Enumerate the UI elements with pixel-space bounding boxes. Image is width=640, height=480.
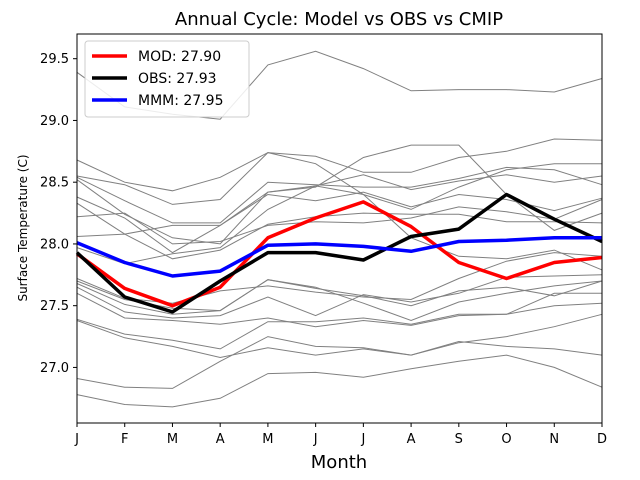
plot-frame [76,33,603,424]
legend-label-obs: OBS: 27.93 [138,71,217,87]
x-tick-label-8: A [407,432,416,447]
x-axis-label: Month [311,452,367,473]
x-tick-label-11: N [549,432,559,447]
cmip-member-line-3 [76,152,602,210]
cmip-member-line-18 [76,336,603,389]
cmip-member-line-8 [76,199,603,245]
y-tick-label-3: 28.0 [40,237,69,252]
x-tick-label-6: J [313,432,318,447]
y-axis-label: Surface Temperature (C) [16,154,30,301]
x-tick-label-7: J [360,432,365,447]
x-tick-label-4: A [216,432,225,447]
x-tick-label-2: F [121,432,128,447]
cmip-member-line-2 [76,138,603,192]
series-line-mmm [76,236,602,278]
cmip-member-line-17 [76,313,603,359]
y-tick-label-4: 28.5 [40,176,69,191]
x-tick-label-5: M [262,432,273,447]
y-tick-label-6: 29.5 [40,52,69,67]
y-tick-label-5: 29.0 [40,114,69,129]
cmip-member-line-13 [76,279,603,315]
x-tick-label-10: O [501,432,511,447]
y-axis-ticks: 27.0 27.5 28.0 28.5 29.0 29.5 [40,52,77,376]
chart-title: Annual Cycle: Model vs OBS vs CMIP [175,9,503,30]
legend-label-mmm: MMM: 27.95 [138,93,223,109]
legend-label-mod: MOD: 27.90 [138,49,221,65]
x-tick-label-12: D [597,432,607,447]
cmip-member-line-7 [76,191,603,235]
legend: MOD: 27.90 OBS: 27.93 MMM: 27.95 [84,40,250,118]
cmip-member-line-6 [76,174,603,254]
series-line-mod [75,200,603,308]
series-line-obs [75,192,603,314]
cmip-member-line-19 [76,354,603,408]
cmip-member-line-12 [76,279,603,322]
cmip-member-line-9 [76,212,603,260]
x-tick-label-9: S [455,432,463,447]
legend-box [84,40,250,118]
cmip-member-line-16 [76,302,603,350]
cmip-member-line-15 [76,292,602,328]
cmip-member-line-5 [76,144,603,245]
y-tick-label-1: 27.0 [40,361,69,376]
cmip-member-line-10 [76,185,603,271]
series-lines [75,192,603,314]
y-tick-label-2: 27.5 [40,299,69,314]
x-tick-label-1: J [74,432,79,447]
x-tick-label-3: M [167,432,178,447]
cmip-member-line-4 [76,166,603,224]
